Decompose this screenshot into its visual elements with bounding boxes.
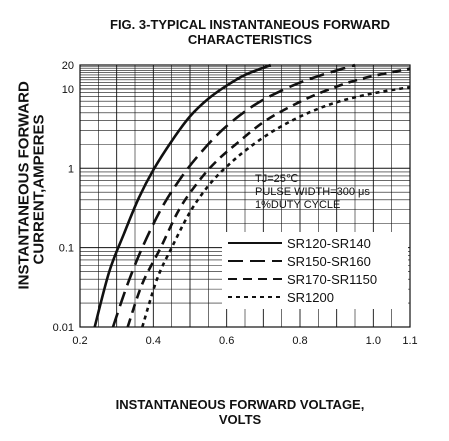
- y-tick-label: 10: [62, 84, 74, 96]
- annotation-line-1: PULSE WIDTH=300 μs: [255, 186, 370, 198]
- series-line-0: [93, 63, 272, 328]
- x-tick-label: 0.2: [72, 335, 87, 347]
- x-tick-label: 0.6: [219, 335, 234, 347]
- series-line-1: [111, 63, 356, 328]
- x-axis-label-line2: VOLTS: [218, 412, 262, 427]
- y-tick-label: 1: [68, 163, 74, 175]
- plot-frame: [79, 64, 411, 328]
- legend-label-1: SR150-SR160: [287, 254, 371, 269]
- annotation-line-2: 1%DUTY CYCLE: [255, 199, 340, 211]
- conditions-annotation: TJ=25℃ PULSE WIDTH=300 μs 1%DUTY CYCLE: [255, 173, 370, 211]
- annotation-line-0: TJ=25℃: [255, 173, 298, 185]
- legend-label-2: SR170-SR1150: [287, 272, 377, 287]
- legend-label-0: SR120-SR140: [287, 236, 371, 251]
- chart-title-line1: FIG. 3-TYPICAL INSTANTANEOUS FORWARD: [110, 17, 390, 32]
- y-tick-label: 20: [62, 60, 74, 72]
- chart-title-line2: CHARACTERISTICS: [187, 32, 313, 47]
- series-line-2: [126, 67, 411, 328]
- tick-labels: 0.2 0.4 0.6 0.8 1.0 1.1 0.01 0.1 1 10 20: [53, 60, 418, 347]
- x-tick-label: 0.4: [146, 335, 161, 347]
- chart-series: [93, 63, 411, 328]
- x-axis-label-line1: INSTANTANEOUS FORWARD VOLTAGE,: [115, 397, 365, 412]
- series-line-3: [141, 85, 411, 328]
- legend-label-3: SR1200: [287, 290, 334, 305]
- x-tick-label: 0.8: [292, 335, 307, 347]
- chart-legend: SR120-SR140 SR150-SR160 SR170-SR1150 SR1200: [222, 232, 408, 309]
- x-tick-label: 1.1: [402, 335, 417, 347]
- x-tick-label: 1.0: [366, 335, 381, 347]
- y-tick-label: 0.01: [53, 322, 74, 334]
- y-tick-label: 0.1: [59, 243, 74, 255]
